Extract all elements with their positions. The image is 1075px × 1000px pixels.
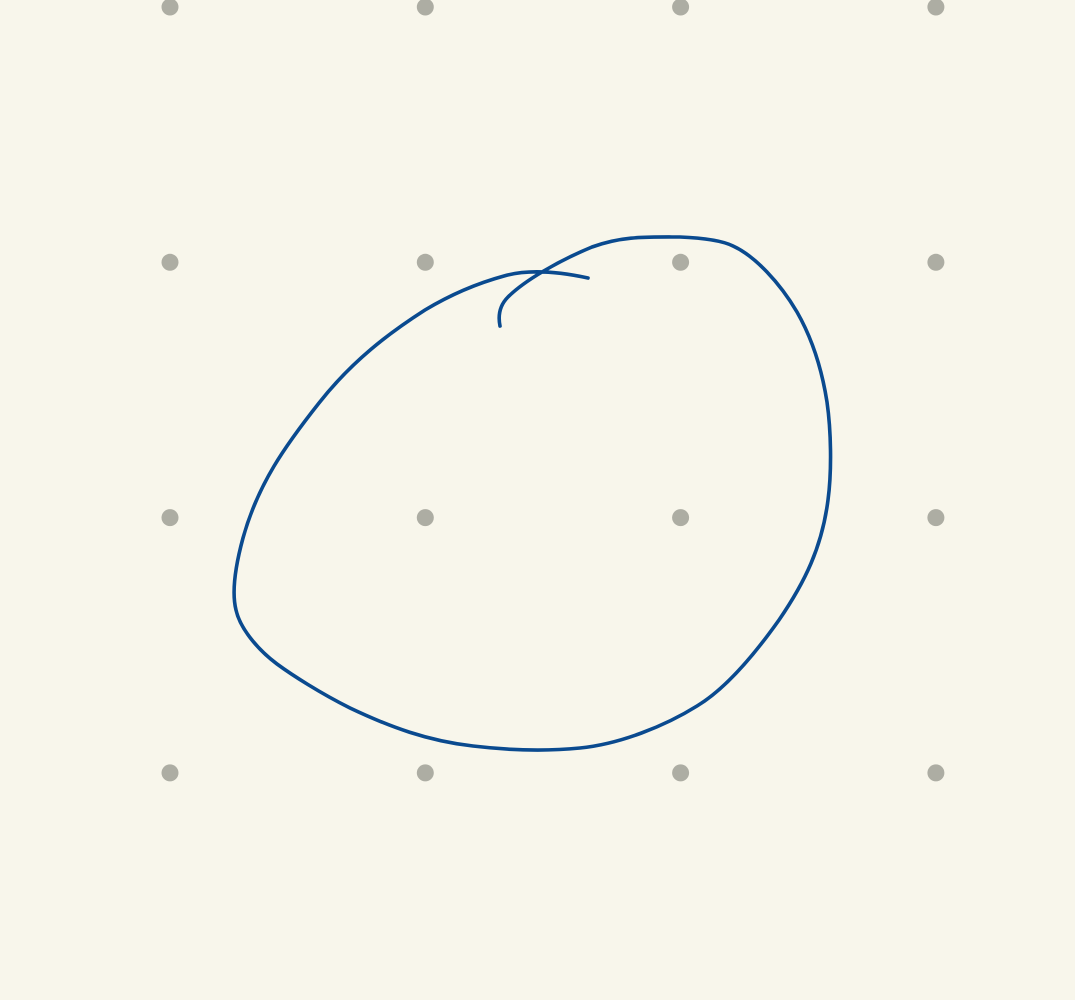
grid-dot[interactable] <box>161 764 179 782</box>
dot-grid <box>161 0 945 782</box>
grid-dot[interactable] <box>672 509 690 527</box>
grid-dot[interactable] <box>161 509 179 527</box>
grid-dot[interactable] <box>927 0 945 16</box>
grid-dot[interactable] <box>672 764 690 782</box>
grid-dot[interactable] <box>416 0 434 16</box>
grid-dot[interactable] <box>161 0 179 16</box>
grid-dot[interactable] <box>416 764 434 782</box>
grid-dot[interactable] <box>927 509 945 527</box>
grid-dot[interactable] <box>161 253 179 271</box>
grid-dot[interactable] <box>416 509 434 527</box>
grid-dot[interactable] <box>416 253 434 271</box>
grid-dot[interactable] <box>672 253 690 271</box>
grid-dot[interactable] <box>927 253 945 271</box>
grid-dot[interactable] <box>927 764 945 782</box>
grid-dot[interactable] <box>672 0 690 16</box>
hand-drawn-loop-stroke[interactable] <box>232 235 833 752</box>
